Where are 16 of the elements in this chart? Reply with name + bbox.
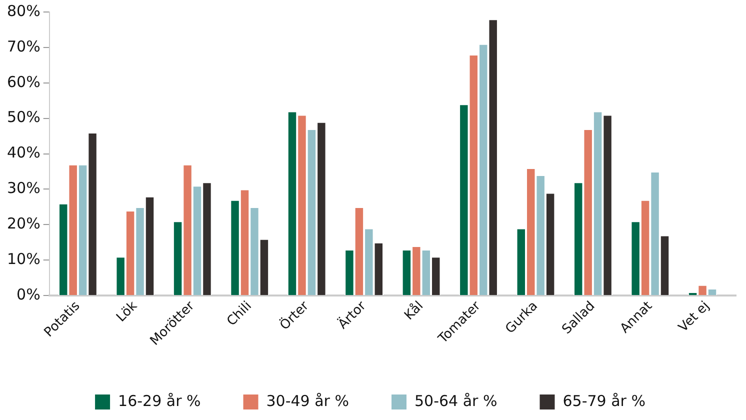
y-tick-label: 60% xyxy=(6,72,40,91)
y-tick-label: 50% xyxy=(6,108,40,126)
x-tick-label: Kål xyxy=(401,298,426,324)
y-tick-label: 0% xyxy=(16,285,40,304)
x-tick-label: Vet ej xyxy=(676,298,713,336)
y-tick-label: 80% xyxy=(6,2,40,20)
y-tick-label: 40% xyxy=(6,144,40,162)
y-tick-label: 20% xyxy=(6,214,40,233)
y-tick-label: 10% xyxy=(6,250,40,268)
legend-label: 50-64 år % xyxy=(414,392,498,410)
y-tick-label: 30% xyxy=(6,179,40,198)
y-tick-label: 70% xyxy=(6,37,40,56)
x-tick-label: Lök xyxy=(114,298,141,326)
legend-label: 30-49 år % xyxy=(266,392,349,410)
legend-label: 16-29 år % xyxy=(118,392,201,410)
legend-label: 65-79 år % xyxy=(562,392,646,410)
